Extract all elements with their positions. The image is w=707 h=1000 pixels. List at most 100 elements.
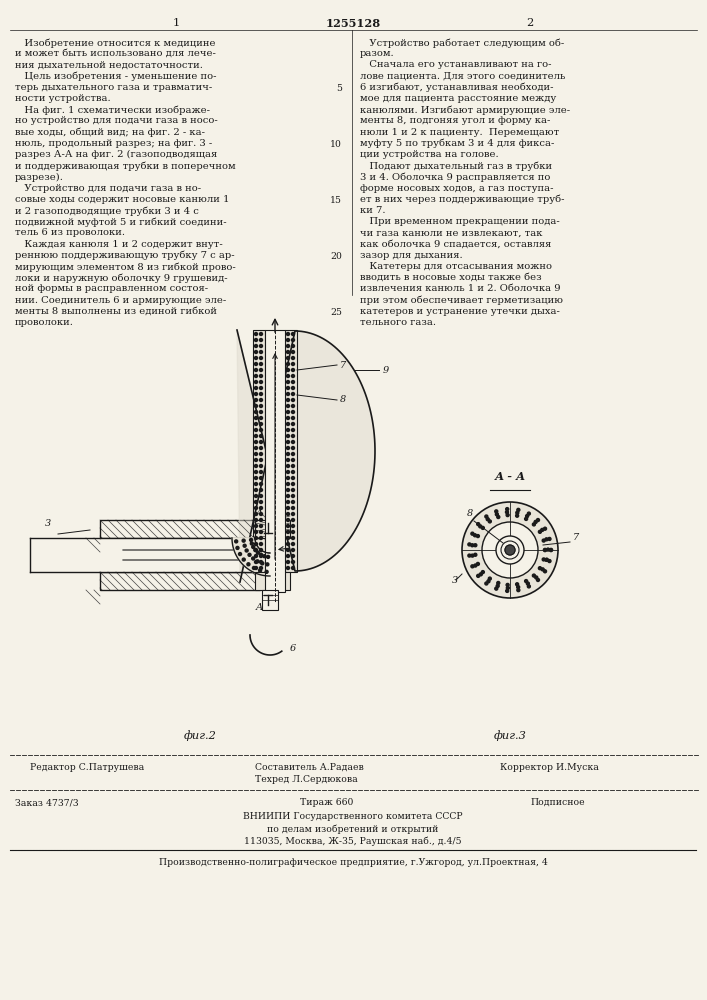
Text: зазор для дыхания.: зазор для дыхания. xyxy=(360,251,462,260)
Circle shape xyxy=(291,398,295,401)
Circle shape xyxy=(291,548,295,552)
Circle shape xyxy=(255,548,257,552)
Text: 8: 8 xyxy=(340,395,346,404)
Text: 5: 5 xyxy=(336,84,342,93)
Circle shape xyxy=(496,584,499,587)
Circle shape xyxy=(286,416,289,420)
Text: тельного газа.: тельного газа. xyxy=(360,318,436,327)
Circle shape xyxy=(259,554,262,558)
Circle shape xyxy=(259,452,262,456)
Circle shape xyxy=(255,554,257,558)
Circle shape xyxy=(255,440,257,444)
Circle shape xyxy=(291,410,295,414)
Circle shape xyxy=(259,524,262,528)
Circle shape xyxy=(255,530,257,534)
Text: Устройство для подачи газа в но-: Устройство для подачи газа в но- xyxy=(15,184,201,193)
Text: А - А: А - А xyxy=(494,471,525,482)
Text: 9: 9 xyxy=(382,366,389,375)
Text: Редактор С.Патрушева: Редактор С.Патрушева xyxy=(30,763,144,772)
Circle shape xyxy=(255,452,257,456)
Text: и поддерживающая трубки в поперечном: и поддерживающая трубки в поперечном xyxy=(15,161,235,171)
Circle shape xyxy=(291,477,295,480)
Text: 2: 2 xyxy=(527,18,534,28)
Circle shape xyxy=(291,471,295,474)
Circle shape xyxy=(527,512,530,515)
Circle shape xyxy=(255,380,257,383)
Circle shape xyxy=(291,524,295,528)
Circle shape xyxy=(259,380,262,383)
Circle shape xyxy=(474,553,477,556)
Circle shape xyxy=(525,515,529,518)
Circle shape xyxy=(477,535,479,538)
Circle shape xyxy=(291,368,295,371)
Circle shape xyxy=(545,538,548,541)
Text: ет в них через поддерживающие труб-: ет в них через поддерживающие труб- xyxy=(360,195,564,204)
Circle shape xyxy=(291,512,295,516)
Circle shape xyxy=(291,380,295,383)
Bar xyxy=(255,572,290,590)
Circle shape xyxy=(286,410,289,414)
Circle shape xyxy=(259,422,262,426)
Circle shape xyxy=(259,553,262,556)
Circle shape xyxy=(549,548,552,552)
Circle shape xyxy=(506,511,508,514)
Circle shape xyxy=(548,537,551,540)
Circle shape xyxy=(259,483,262,486)
Text: извлечения канюль 1 и 2. Оболочка 9: извлечения канюль 1 и 2. Оболочка 9 xyxy=(360,284,561,293)
Text: локи и наружную оболочку 9 грушевид-: локи и наружную оболочку 9 грушевид- xyxy=(15,273,228,283)
Circle shape xyxy=(291,422,295,426)
Circle shape xyxy=(286,398,289,401)
Circle shape xyxy=(259,488,262,491)
Bar xyxy=(262,590,278,610)
Circle shape xyxy=(481,571,484,574)
Circle shape xyxy=(291,506,295,510)
Circle shape xyxy=(250,542,253,545)
Circle shape xyxy=(291,344,295,348)
Text: Изобретение относится к медицине: Изобретение относится к медицине xyxy=(15,38,216,47)
Circle shape xyxy=(255,542,257,546)
Text: При временном прекращении пода-: При временном прекращении пода- xyxy=(360,217,560,226)
Circle shape xyxy=(506,586,509,589)
Text: менты 8 выполнены из единой гибкой: менты 8 выполнены из единой гибкой xyxy=(15,307,217,316)
Circle shape xyxy=(291,392,295,395)
Circle shape xyxy=(286,434,289,438)
Circle shape xyxy=(286,374,289,377)
Circle shape xyxy=(259,410,262,414)
Circle shape xyxy=(235,540,238,543)
Circle shape xyxy=(255,560,257,564)
Circle shape xyxy=(252,566,255,569)
Text: канюлями. Изгибают армирующие эле-: канюлями. Изгибают армирующие эле- xyxy=(360,105,570,115)
Circle shape xyxy=(259,332,262,336)
Circle shape xyxy=(286,488,289,491)
Circle shape xyxy=(291,374,295,377)
Text: 8: 8 xyxy=(467,509,473,518)
Circle shape xyxy=(479,573,482,576)
Circle shape xyxy=(259,458,262,462)
Circle shape xyxy=(545,558,548,561)
Text: вводить в носовые ходы также без: вводить в носовые ходы также без xyxy=(360,273,542,282)
Circle shape xyxy=(462,502,558,598)
Circle shape xyxy=(291,518,295,522)
Circle shape xyxy=(474,534,477,537)
Circle shape xyxy=(291,542,295,546)
Circle shape xyxy=(548,560,551,563)
Circle shape xyxy=(255,483,257,486)
Circle shape xyxy=(471,532,474,535)
Circle shape xyxy=(255,416,257,420)
Circle shape xyxy=(291,338,295,342)
Circle shape xyxy=(255,464,257,468)
Circle shape xyxy=(255,566,257,570)
Circle shape xyxy=(255,500,257,504)
Circle shape xyxy=(255,488,257,491)
Circle shape xyxy=(489,520,491,523)
Circle shape xyxy=(532,574,535,577)
Circle shape xyxy=(257,551,259,554)
Circle shape xyxy=(286,392,289,395)
Circle shape xyxy=(263,555,266,558)
Circle shape xyxy=(255,338,257,342)
Circle shape xyxy=(506,514,509,517)
Circle shape xyxy=(537,519,539,522)
Circle shape xyxy=(291,536,295,540)
Text: совые ходы содержит носовые канюли 1: совые ходы содержит носовые канюли 1 xyxy=(15,195,230,204)
Text: 20: 20 xyxy=(330,252,342,261)
